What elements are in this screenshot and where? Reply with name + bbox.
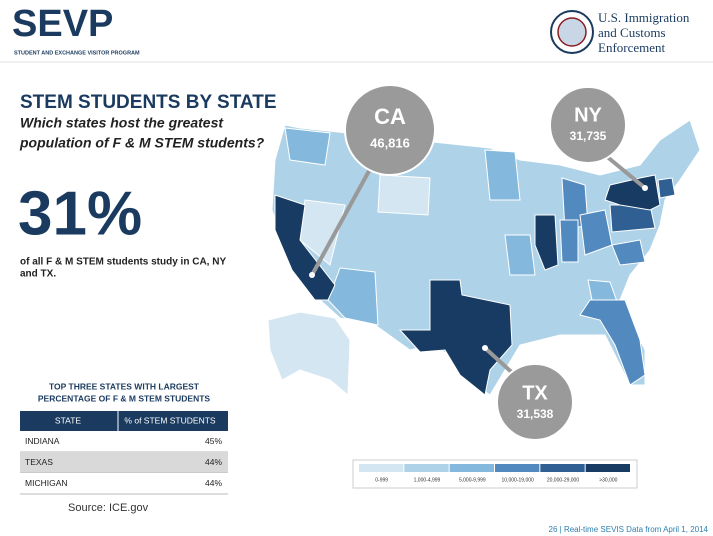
legend-swatch [404, 464, 449, 472]
table-cell: TEXAS [25, 457, 53, 467]
table-header [20, 411, 228, 431]
legend-label: 5,000-9,999 [459, 477, 486, 483]
legend-label: 0-999 [375, 477, 388, 483]
table-body: INDIANA 45% TEXAS 44% MICHIGAN 44% [20, 431, 228, 495]
callout-line [310, 159, 377, 276]
state [559, 219, 579, 263]
agency-line: U.S. Immigration [598, 10, 690, 25]
callout-dot [642, 185, 648, 191]
callout-dot [309, 272, 315, 278]
callout-circle [344, 84, 436, 176]
source: Source: ICE.gov [68, 502, 149, 514]
callout-circle [496, 363, 574, 441]
callout-line [603, 153, 647, 190]
table-cell: 45% [205, 436, 222, 446]
state [377, 174, 431, 216]
callout-state: NY [574, 104, 602, 126]
legend-label: 20,000-29,000 [547, 477, 579, 483]
legend: 0-999 1,000-4,999 5,000-9,999 10,000-19,000… [352, 459, 638, 489]
table-cell: 44% [205, 478, 222, 488]
legend-swatch [495, 464, 540, 472]
table-cell: MICHIGAN [25, 478, 68, 488]
table-row [20, 473, 228, 494]
callout-state: TX [522, 382, 548, 404]
legend-swatch [449, 464, 494, 472]
table-row [20, 452, 228, 473]
title: STEM STUDENTS BY STATE [20, 92, 277, 113]
callout-value: 46,816 [370, 135, 410, 150]
table-title: PERCENTAGE OF F & M STEM STUDENTS [38, 393, 211, 403]
callout-dot [482, 345, 488, 351]
legend-swatch [359, 464, 404, 472]
question: Which states host the greatest [20, 115, 224, 131]
callouts: CA 46,816 NY 31,735 TX 31,538 [309, 84, 648, 441]
state-ca [274, 194, 336, 301]
footer: 26 | Real-time SEVIS Data from April 1, … [549, 525, 709, 534]
stat-text: of all F & M STEM students study in CA, … [20, 257, 226, 268]
callout-value: 31,538 [517, 407, 554, 421]
state [611, 239, 646, 266]
legend-label: >30,000 [599, 477, 617, 483]
state [484, 149, 521, 201]
legend-swatch [585, 464, 630, 472]
state-ny [604, 174, 661, 211]
big-stat: 31% [18, 179, 142, 248]
state [504, 234, 536, 276]
logo: SEVP [12, 3, 113, 45]
logo-subtitle: STUDENT AND EXCHANGE VISITOR PROGRAM [14, 50, 140, 56]
state-tx [398, 279, 513, 396]
callout-circle [549, 86, 627, 164]
legend-label: 1,000-4,999 [414, 477, 441, 483]
stat-text: and TX. [20, 269, 56, 280]
column-header: % of STEM STUDENTS [124, 415, 215, 425]
seal-inner [557, 17, 587, 47]
state-fl [579, 299, 646, 386]
table-cell: INDIANA [25, 436, 60, 446]
state [657, 177, 676, 199]
callout-value: 31,735 [570, 129, 607, 143]
legend-label: 10,000-19,000 [502, 477, 534, 483]
table-title: TOP THREE STATES WITH LARGEST [49, 381, 200, 391]
callout-state: CA [374, 104, 406, 129]
agency-line: and Customs [598, 25, 666, 40]
column-header: STATE [55, 415, 81, 425]
us-map [267, 119, 701, 397]
table-row [20, 431, 228, 452]
legend-swatch [540, 464, 585, 472]
question: population of F & M STEM students? [19, 135, 265, 151]
state-ak [267, 311, 351, 397]
table-cell: 44% [205, 457, 222, 467]
state-il [534, 214, 559, 271]
state [284, 127, 331, 166]
agency-line: Enforcement [598, 40, 666, 55]
